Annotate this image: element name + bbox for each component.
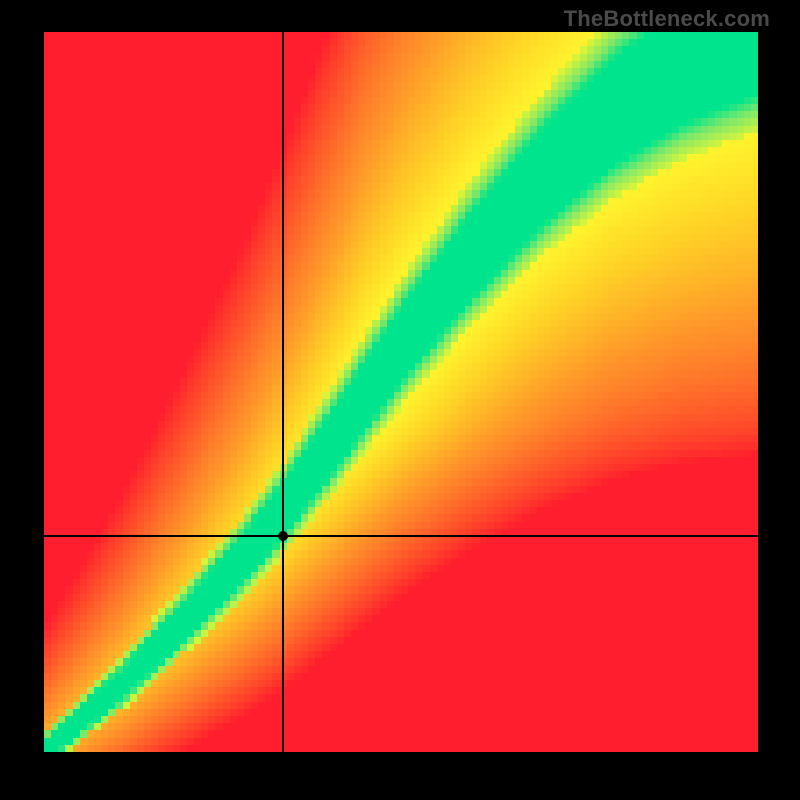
watermark-text: TheBottleneck.com <box>564 6 770 32</box>
crosshair-vertical <box>282 32 284 752</box>
heatmap-plot-area <box>44 32 758 752</box>
crosshair-horizontal <box>44 535 758 537</box>
crosshair-marker <box>278 531 288 541</box>
heatmap-canvas <box>44 32 758 752</box>
